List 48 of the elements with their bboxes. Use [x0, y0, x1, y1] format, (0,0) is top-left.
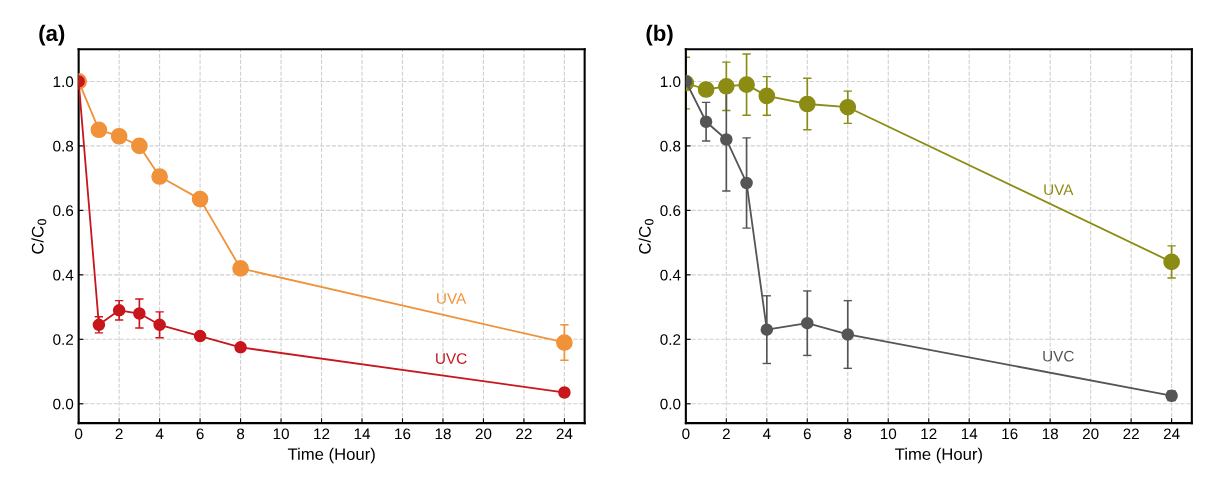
x-tick-label: 16 [395, 428, 411, 440]
y-tick-label: 0.6 [53, 205, 74, 217]
x-tick-label: 16 [1002, 428, 1018, 440]
x-tick-label: 4 [155, 428, 164, 440]
x-tick-label: 20 [475, 428, 492, 440]
x-axis-title: Time (Hour) [287, 447, 375, 464]
y-tick-label: 0.0 [53, 398, 74, 410]
x-tick-label: 14 [354, 428, 371, 440]
x-tick-label: 10 [273, 428, 289, 440]
x-tick-label: 24 [556, 428, 573, 440]
x-tick-label: 22 [1123, 428, 1139, 440]
x-tick-label: 8 [236, 428, 245, 440]
x-tick-label: 12 [921, 428, 937, 440]
series-label: UVC [1043, 350, 1074, 362]
x-tick-label: 2 [115, 428, 123, 440]
y-tick-label: 0.2 [53, 334, 74, 345]
x-tick-label: 18 [1042, 428, 1058, 440]
x-tick-label: 14 [961, 428, 978, 440]
series-label: UVA [437, 293, 467, 304]
series-label: UVC [436, 353, 467, 364]
y-tick-label: 0.8 [660, 140, 681, 152]
y-tick-label: 0.0 [660, 398, 681, 410]
y-tick-label: 0.6 [660, 205, 681, 217]
x-tick-label: 12 [314, 428, 330, 440]
y-tick-label: 0.4 [660, 269, 681, 281]
chart-title: (a) [39, 24, 65, 46]
y-axis-title: C/C$_{0}$ [638, 219, 654, 254]
x-tick-label: 6 [803, 428, 811, 440]
x-tick-label: 22 [516, 428, 532, 440]
x-tick-label: 8 [844, 428, 852, 440]
x-axis-title: Time (Hour) [895, 447, 982, 464]
y-axis-title: C/C$_{0}$ [31, 219, 47, 254]
x-tick-label: 6 [196, 428, 204, 440]
x-tick-label: 0 [682, 428, 690, 440]
chart-title: (b) [646, 24, 673, 46]
y-tick-label: 1.0 [660, 76, 681, 88]
x-tick-label: 24 [1163, 428, 1180, 440]
x-tick-label: 18 [435, 428, 451, 440]
x-tick-label: 2 [722, 428, 730, 440]
y-tick-label: 0.8 [53, 140, 74, 152]
y-tick-label: 0.2 [660, 334, 681, 345]
x-tick-label: 20 [1082, 428, 1099, 440]
y-tick-label: 1.0 [53, 76, 74, 88]
x-tick-label: 10 [880, 428, 897, 440]
y-tick-label: 0.4 [53, 269, 74, 281]
x-tick-label: 4 [762, 428, 771, 440]
series-label: UVA [1044, 184, 1074, 196]
x-tick-label: 0 [75, 428, 83, 440]
